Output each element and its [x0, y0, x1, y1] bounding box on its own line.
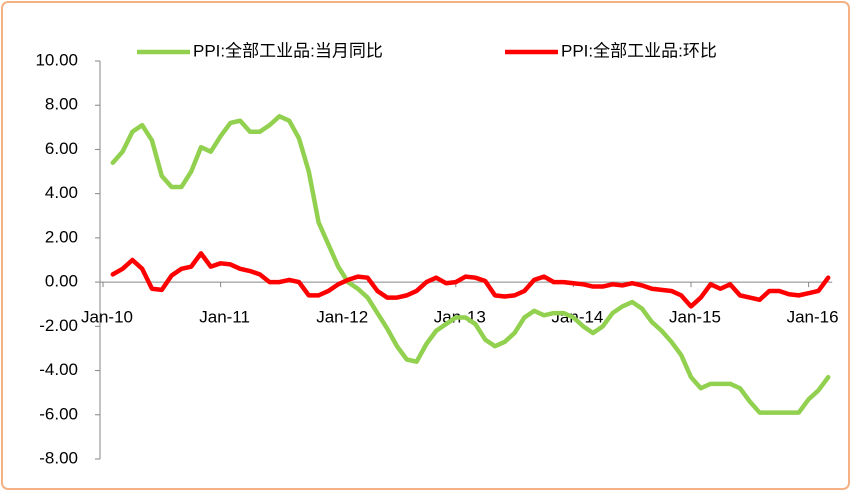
y-tick-label: 0.00	[45, 272, 78, 291]
y-tick-label: 10.00	[35, 50, 78, 69]
x-tick-label: Jan-10	[81, 308, 133, 327]
series-line	[110, 251, 831, 309]
legend-label: PPI:全部工业品:当月同比	[193, 41, 383, 60]
x-tick-label: Jan-15	[669, 308, 721, 327]
legend-label: PPI:全部工业品:环比	[561, 41, 717, 60]
x-tick-label: Jan-12	[316, 308, 368, 327]
series-line	[110, 114, 831, 415]
y-tick-label: -8.00	[39, 448, 78, 467]
y-tick-label: 6.00	[45, 139, 78, 158]
x-tick-label: Jan-11	[199, 308, 250, 327]
y-tick-label: 4.00	[45, 183, 78, 202]
x-tick-label: Jan-16	[787, 308, 839, 327]
y-tick-label: -6.00	[39, 404, 78, 423]
y-tick-label: -2.00	[39, 316, 78, 335]
y-tick-label: 8.00	[45, 95, 78, 114]
y-tick-label: 2.00	[45, 227, 78, 246]
y-tick-label: -4.00	[39, 360, 78, 379]
